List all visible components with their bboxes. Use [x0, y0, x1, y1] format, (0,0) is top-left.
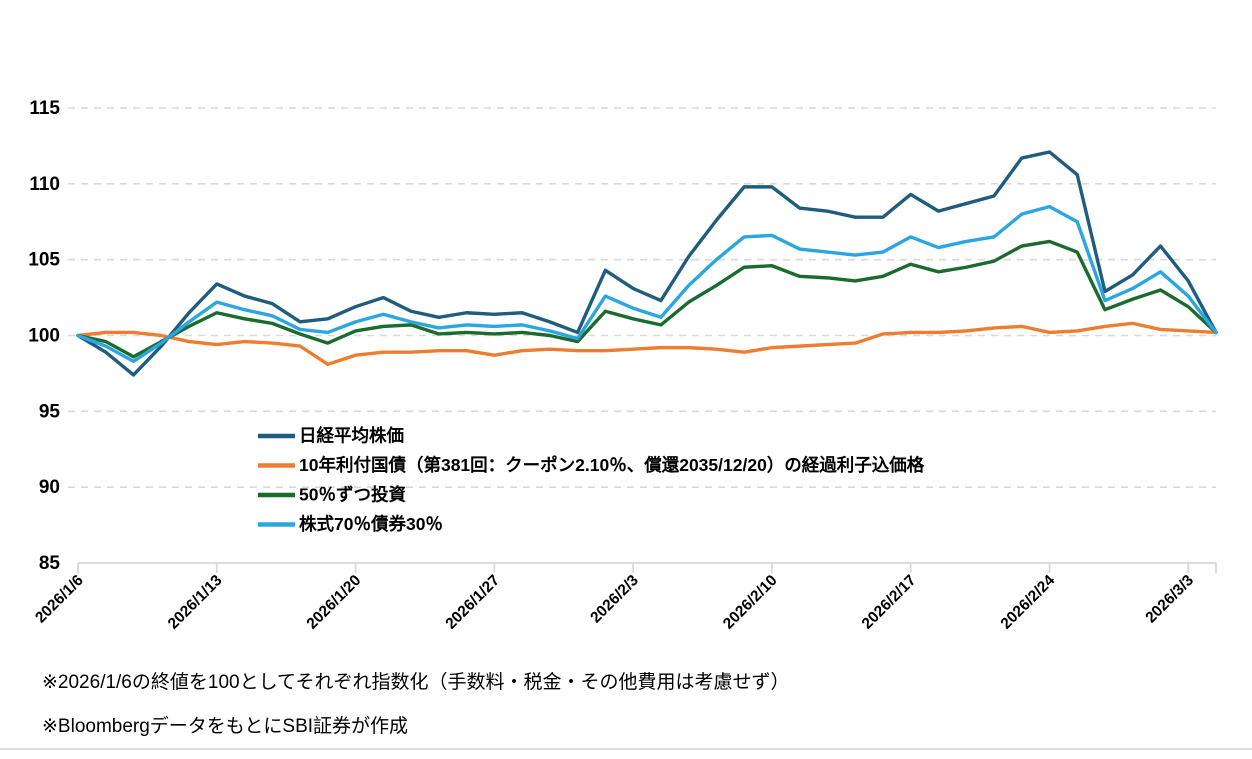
y-axis-tick-label: 115: [29, 98, 60, 119]
footnotes-group: ※2026/1/6の終値を100としてそれぞれ指数化（手数料・税金・その他費用は…: [42, 671, 789, 737]
footnote-1: ※BloombergデータをもとにSBI証券が作成: [42, 715, 408, 737]
y-axis-tick-label: 90: [39, 477, 60, 498]
x-axis-tick-label: 2026/2/10: [720, 572, 781, 633]
series-line-0: [76, 150, 1218, 377]
x-axis-tick-label: 2026/1/6: [32, 572, 87, 627]
series-line-2: [76, 239, 1218, 359]
legend-label-3: 株式70％債券30％: [299, 514, 443, 534]
legend-label-0: 日経平均株価: [299, 426, 404, 446]
x-axis-tick-label: 2026/1/20: [304, 572, 365, 633]
y-axis-tick-label: 105: [28, 250, 60, 271]
y-axis-tick-label: 85: [39, 553, 61, 574]
x-axis-tick-label: 2026/1/13: [165, 572, 226, 633]
footnote-0: ※2026/1/6の終値を100としてそれぞれ指数化（手数料・税金・その他費用は…: [42, 671, 789, 693]
y-axis-tick-label: 95: [39, 401, 61, 422]
x-axis-tick-label: 2026/2/24: [998, 572, 1059, 633]
x-axis-labels-group: 2026/1/6 2026/1/13 2026/1/20 2026/1/27 2026/…: [32, 572, 1197, 633]
gridlines-group: [68, 107, 1216, 488]
y-axis-tick-label: 100: [28, 326, 60, 347]
legend-label-1: 10年利付国債（第381回：クーポン2.10％、償還2035/12/20）の経過…: [299, 455, 925, 475]
series-line-3: [76, 204, 1218, 363]
legend-group: 日経平均株価 10年利付国債（第381回：クーポン2.10％、償還2035/12/…: [258, 426, 925, 534]
x-axis-tick-label: 2026/2/3: [587, 572, 642, 627]
y-axis-ticks-group: 85 90 95 100 105 110 115: [28, 98, 60, 574]
legend-label-2: 50％ずつ投資: [299, 485, 406, 505]
x-axis-tick-label: 2026/3/3: [1142, 572, 1197, 627]
series-line-1: [76, 321, 1218, 367]
x-axis-group: [77, 562, 1217, 573]
y-axis-tick-label: 110: [29, 174, 60, 195]
data-series-group: [76, 150, 1218, 377]
x-axis-tick-label: 2026/2/17: [859, 572, 920, 633]
x-axis-tick-label: 2026/1/27: [442, 572, 503, 633]
